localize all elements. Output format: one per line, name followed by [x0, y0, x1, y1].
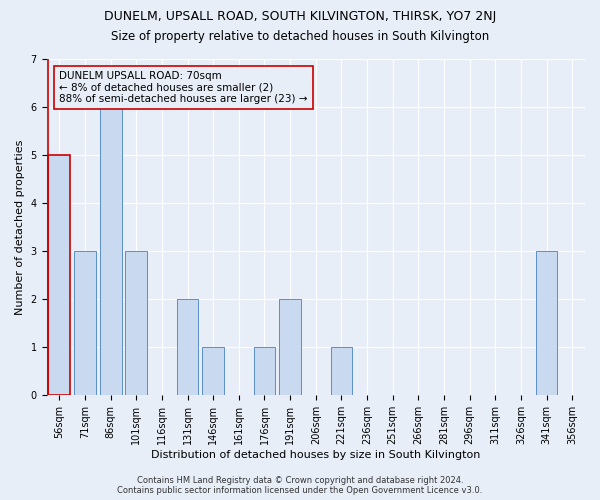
Bar — [176, 299, 199, 396]
Bar — [125, 251, 147, 396]
Text: Contains HM Land Registry data © Crown copyright and database right 2024.
Contai: Contains HM Land Registry data © Crown c… — [118, 476, 482, 495]
Text: DUNELM, UPSALL ROAD, SOUTH KILVINGTON, THIRSK, YO7 2NJ: DUNELM, UPSALL ROAD, SOUTH KILVINGTON, T… — [104, 10, 496, 23]
Bar — [202, 348, 224, 396]
Bar — [279, 299, 301, 396]
X-axis label: Distribution of detached houses by size in South Kilvington: Distribution of detached houses by size … — [151, 450, 481, 460]
Bar — [74, 251, 96, 396]
Text: DUNELM UPSALL ROAD: 70sqm
← 8% of detached houses are smaller (2)
88% of semi-de: DUNELM UPSALL ROAD: 70sqm ← 8% of detach… — [59, 71, 308, 104]
Bar — [331, 348, 352, 396]
Text: Size of property relative to detached houses in South Kilvington: Size of property relative to detached ho… — [111, 30, 489, 43]
Bar — [536, 251, 557, 396]
Bar — [100, 107, 122, 396]
Bar — [254, 348, 275, 396]
Y-axis label: Number of detached properties: Number of detached properties — [15, 140, 25, 315]
Bar — [49, 155, 70, 396]
